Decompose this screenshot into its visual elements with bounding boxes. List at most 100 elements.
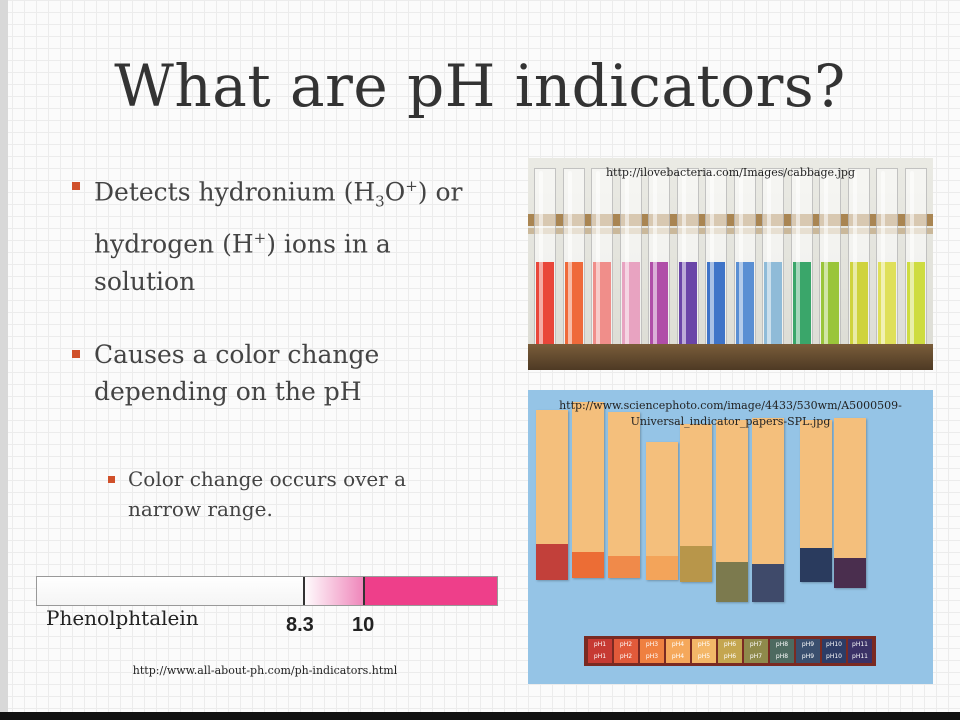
- indicator-strip: [834, 418, 866, 588]
- tube-shine: [567, 171, 572, 351]
- slide-bottom-edge: [0, 712, 960, 720]
- scale-chip-label: pH5: [697, 653, 711, 660]
- superscript: +: [405, 177, 418, 195]
- scale-chip-label: pH7: [749, 641, 763, 648]
- rack-top: [528, 214, 933, 226]
- tube-shine: [653, 171, 657, 351]
- strip-dipped-end: [536, 544, 568, 580]
- strip-dipped-end: [752, 564, 784, 602]
- phenolphthalein-label: Phenolphtalein: [46, 606, 199, 630]
- test-tube: [819, 168, 841, 356]
- phenolphthalein-range-bar: [36, 576, 498, 606]
- caption-line: http://www.sciencephoto.com/image/4433/5…: [559, 399, 902, 412]
- pink-range: [363, 577, 497, 605]
- scale-chip-label: pH4: [671, 653, 685, 660]
- scale-chip-label: pH2: [619, 653, 633, 660]
- scale-chip-label: pH8: [775, 641, 789, 648]
- sub-bullet-narrow-range: Color change occurs over a narrow range.: [108, 464, 406, 524]
- test-tube: [876, 168, 898, 356]
- tube-shine: [795, 171, 800, 351]
- phenolphthalein-source: http://www.all-about-ph.com/ph-indicator…: [132, 664, 398, 677]
- tick-10: [363, 577, 365, 605]
- ph-color-scale: pH1 pH1 pH2 pH2 pH3 pH3 pH4 pH4 pH5 pH5 pH6 pH6 pH7 p…: [584, 636, 876, 666]
- scale-chip-label: pH11: [852, 653, 868, 660]
- scale-chip-label: pH7: [749, 653, 763, 660]
- strip-dipped-end: [680, 546, 712, 582]
- bullet-text: Causes a color change: [94, 340, 380, 369]
- scale-chip: pH5 pH5: [692, 639, 716, 663]
- tube-shine: [624, 171, 629, 351]
- scale-chip-label: pH9: [801, 641, 815, 648]
- scale-chip: pH1 pH1: [588, 639, 612, 663]
- test-tube: [619, 168, 642, 356]
- tube-shine: [596, 171, 600, 351]
- cabbage-image-caption: http://ilovebacteria.com/Images/cabbage.…: [605, 166, 856, 179]
- bullet-color-change: Causes a color change depending on the p…: [72, 336, 379, 410]
- test-tube: [762, 168, 784, 356]
- slide-title: What are pH indicators?: [114, 52, 846, 120]
- tube-shine: [681, 171, 686, 351]
- tick-label-10: 10: [352, 614, 375, 636]
- scale-chip-label: pH3: [645, 641, 659, 648]
- rack-mid: [528, 228, 933, 234]
- strip-dipped-end: [646, 556, 678, 580]
- indicator-strip: [536, 410, 568, 580]
- test-tube: [534, 168, 556, 356]
- scale-chip-label: pH8: [775, 653, 789, 660]
- test-tube: [705, 168, 727, 356]
- test-tube: [591, 168, 613, 356]
- scale-chip-label: pH2: [619, 641, 633, 648]
- scale-chip: pH4 pH4: [666, 639, 690, 663]
- tube-shine: [852, 171, 857, 351]
- scale-chip: pH7 pH7: [744, 639, 768, 663]
- strip-dipped-end: [716, 562, 748, 602]
- tube-shine: [767, 171, 771, 351]
- indicator-strip: [680, 424, 712, 582]
- scale-chip-label: pH1: [593, 653, 607, 660]
- bullet-text: solution: [94, 266, 196, 296]
- strip-dipped-end: [834, 558, 866, 588]
- rack-base: [528, 344, 933, 370]
- scale-chip: pH2 pH2: [614, 639, 638, 663]
- indicator-strip: [608, 412, 640, 578]
- scale-chip: pH8 pH8: [770, 639, 794, 663]
- test-tube: [790, 168, 813, 356]
- papers-image-caption: http://www.sciencephoto.com/image/4433/5…: [528, 398, 933, 430]
- bullet-text: depending on the pH: [94, 377, 362, 406]
- scale-chip: pH3 pH3: [640, 639, 664, 663]
- indicator-strip: [800, 420, 832, 582]
- test-tube: [562, 168, 585, 356]
- indicator-strip: [752, 418, 784, 602]
- tube-shine: [824, 171, 828, 351]
- indicator-strip: [646, 442, 678, 580]
- tube-shine: [539, 171, 543, 351]
- scale-chip-label: pH11: [852, 641, 868, 648]
- test-tube: [904, 168, 927, 356]
- scale-chip-label: pH4: [671, 641, 685, 648]
- bullet-detects: Detects hydronium (H3O+) or hydrogen (H+…: [72, 168, 462, 300]
- test-tube: [648, 168, 670, 356]
- tube-shine: [881, 171, 885, 351]
- scale-chip-label: pH3: [645, 653, 659, 660]
- indicator-strip: [572, 402, 604, 578]
- indicator-strip: [716, 420, 748, 602]
- bullet-text: narrow range.: [128, 497, 273, 521]
- scale-chip-label: pH9: [801, 653, 815, 660]
- test-tube: [676, 168, 699, 356]
- scale-chip-label: pH10: [826, 641, 842, 648]
- bullet-text: ) ions in a: [266, 229, 391, 259]
- strip-dipped-end: [572, 552, 604, 578]
- scale-chip-label: pH1: [593, 641, 607, 648]
- scale-chip-label: pH5: [697, 641, 711, 648]
- test-tube: [847, 168, 870, 356]
- bullet-text: ) or: [417, 177, 463, 207]
- scale-chip: pH6 pH6: [718, 639, 742, 663]
- bullet-text: hydrogen (H: [94, 229, 254, 259]
- colorless-range: [37, 577, 303, 605]
- scale-chip-label: pH6: [723, 653, 737, 660]
- tube-shine: [909, 171, 914, 351]
- test-tube: [733, 168, 756, 356]
- scale-chip: pH9 pH9: [796, 639, 820, 663]
- scale-chip-label: pH6: [723, 641, 737, 648]
